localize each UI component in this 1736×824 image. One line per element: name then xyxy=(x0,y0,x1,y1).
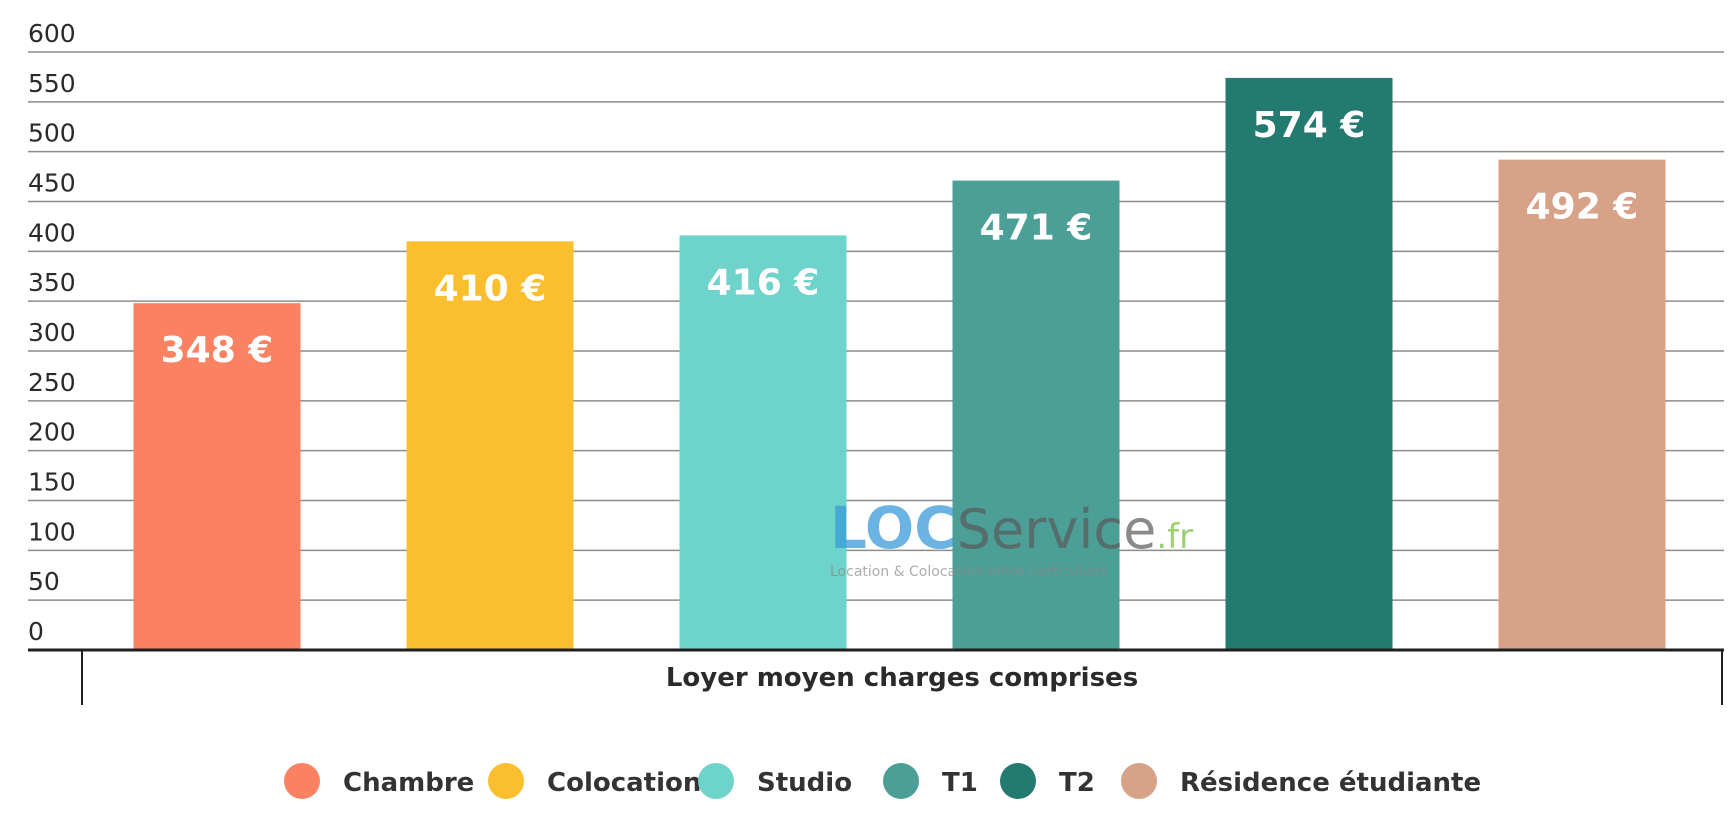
legend-swatch xyxy=(883,763,919,799)
y-tick-label: 500 xyxy=(28,119,76,148)
y-tick-label: 350 xyxy=(28,268,76,297)
y-tick-label: 200 xyxy=(28,418,76,447)
y-tick-label: 450 xyxy=(28,169,76,198)
grid-lines xyxy=(28,51,1724,601)
y-tick-label: 600 xyxy=(28,19,76,48)
watermark-logo: LOCService.fr Location & Colocation entr… xyxy=(830,494,1193,580)
legend-label: Studio xyxy=(757,768,852,798)
watermark-brand: LOCService.fr xyxy=(830,494,1193,562)
watermark-brand-loc: LOC xyxy=(830,494,957,562)
bar-value-label: 574 € xyxy=(1253,105,1366,146)
y-tick-label: 50 xyxy=(28,567,60,596)
legend-label: Colocation xyxy=(547,768,701,798)
bars xyxy=(133,77,1666,651)
watermark-brand-service: Service xyxy=(957,498,1157,561)
legend-swatch xyxy=(698,763,734,799)
watermark-tagline: Location & Colocation entre particuliers xyxy=(830,564,1107,580)
bar-value-label: 348 € xyxy=(161,330,274,371)
y-tick-label: 150 xyxy=(28,468,76,497)
bar-4 xyxy=(1225,77,1393,650)
bar-value-label: 416 € xyxy=(707,262,820,303)
y-tick-label: 250 xyxy=(28,368,76,397)
bar-5 xyxy=(1498,159,1666,650)
bar-value-label: 410 € xyxy=(434,268,547,309)
watermark-brand-fr: .fr xyxy=(1156,517,1193,557)
y-axis-ticks: 0 50 100 150 200 250 300 350 400 450 500 550 600 xyxy=(28,19,76,646)
legend-label: T2 xyxy=(1059,768,1095,798)
y-tick-label: 400 xyxy=(28,218,76,247)
y-tick-label: 0 xyxy=(28,617,44,646)
legend-label: Résidence étudiante xyxy=(1180,768,1481,798)
x-axis: Loyer moyen charges comprises xyxy=(28,648,1724,705)
legend-label: Chambre xyxy=(343,768,474,798)
bar-0 xyxy=(133,303,301,650)
legend-swatch xyxy=(1000,763,1036,799)
bar-value-label: 471 € xyxy=(980,208,1093,249)
y-tick-label: 550 xyxy=(28,69,76,98)
x-axis-label: Loyer moyen charges comprises xyxy=(666,663,1138,693)
bar-1 xyxy=(406,241,574,650)
bar-value-labels: 348 € 410 € 416 € 471 € 574 € 492 € xyxy=(161,105,1639,371)
y-tick-label: 100 xyxy=(28,517,76,546)
legend-swatch xyxy=(1121,763,1157,799)
legend-label: T1 xyxy=(942,768,978,798)
legend-swatch xyxy=(284,763,320,799)
bar-3 xyxy=(952,180,1120,650)
legend-swatch xyxy=(488,763,524,799)
y-tick-label: 300 xyxy=(28,318,76,347)
bar-2 xyxy=(679,235,847,651)
legend: Chambre Colocation Studio T1 T2 Résidence étu… xyxy=(284,763,1481,799)
bar-value-label: 492 € xyxy=(1526,187,1639,228)
